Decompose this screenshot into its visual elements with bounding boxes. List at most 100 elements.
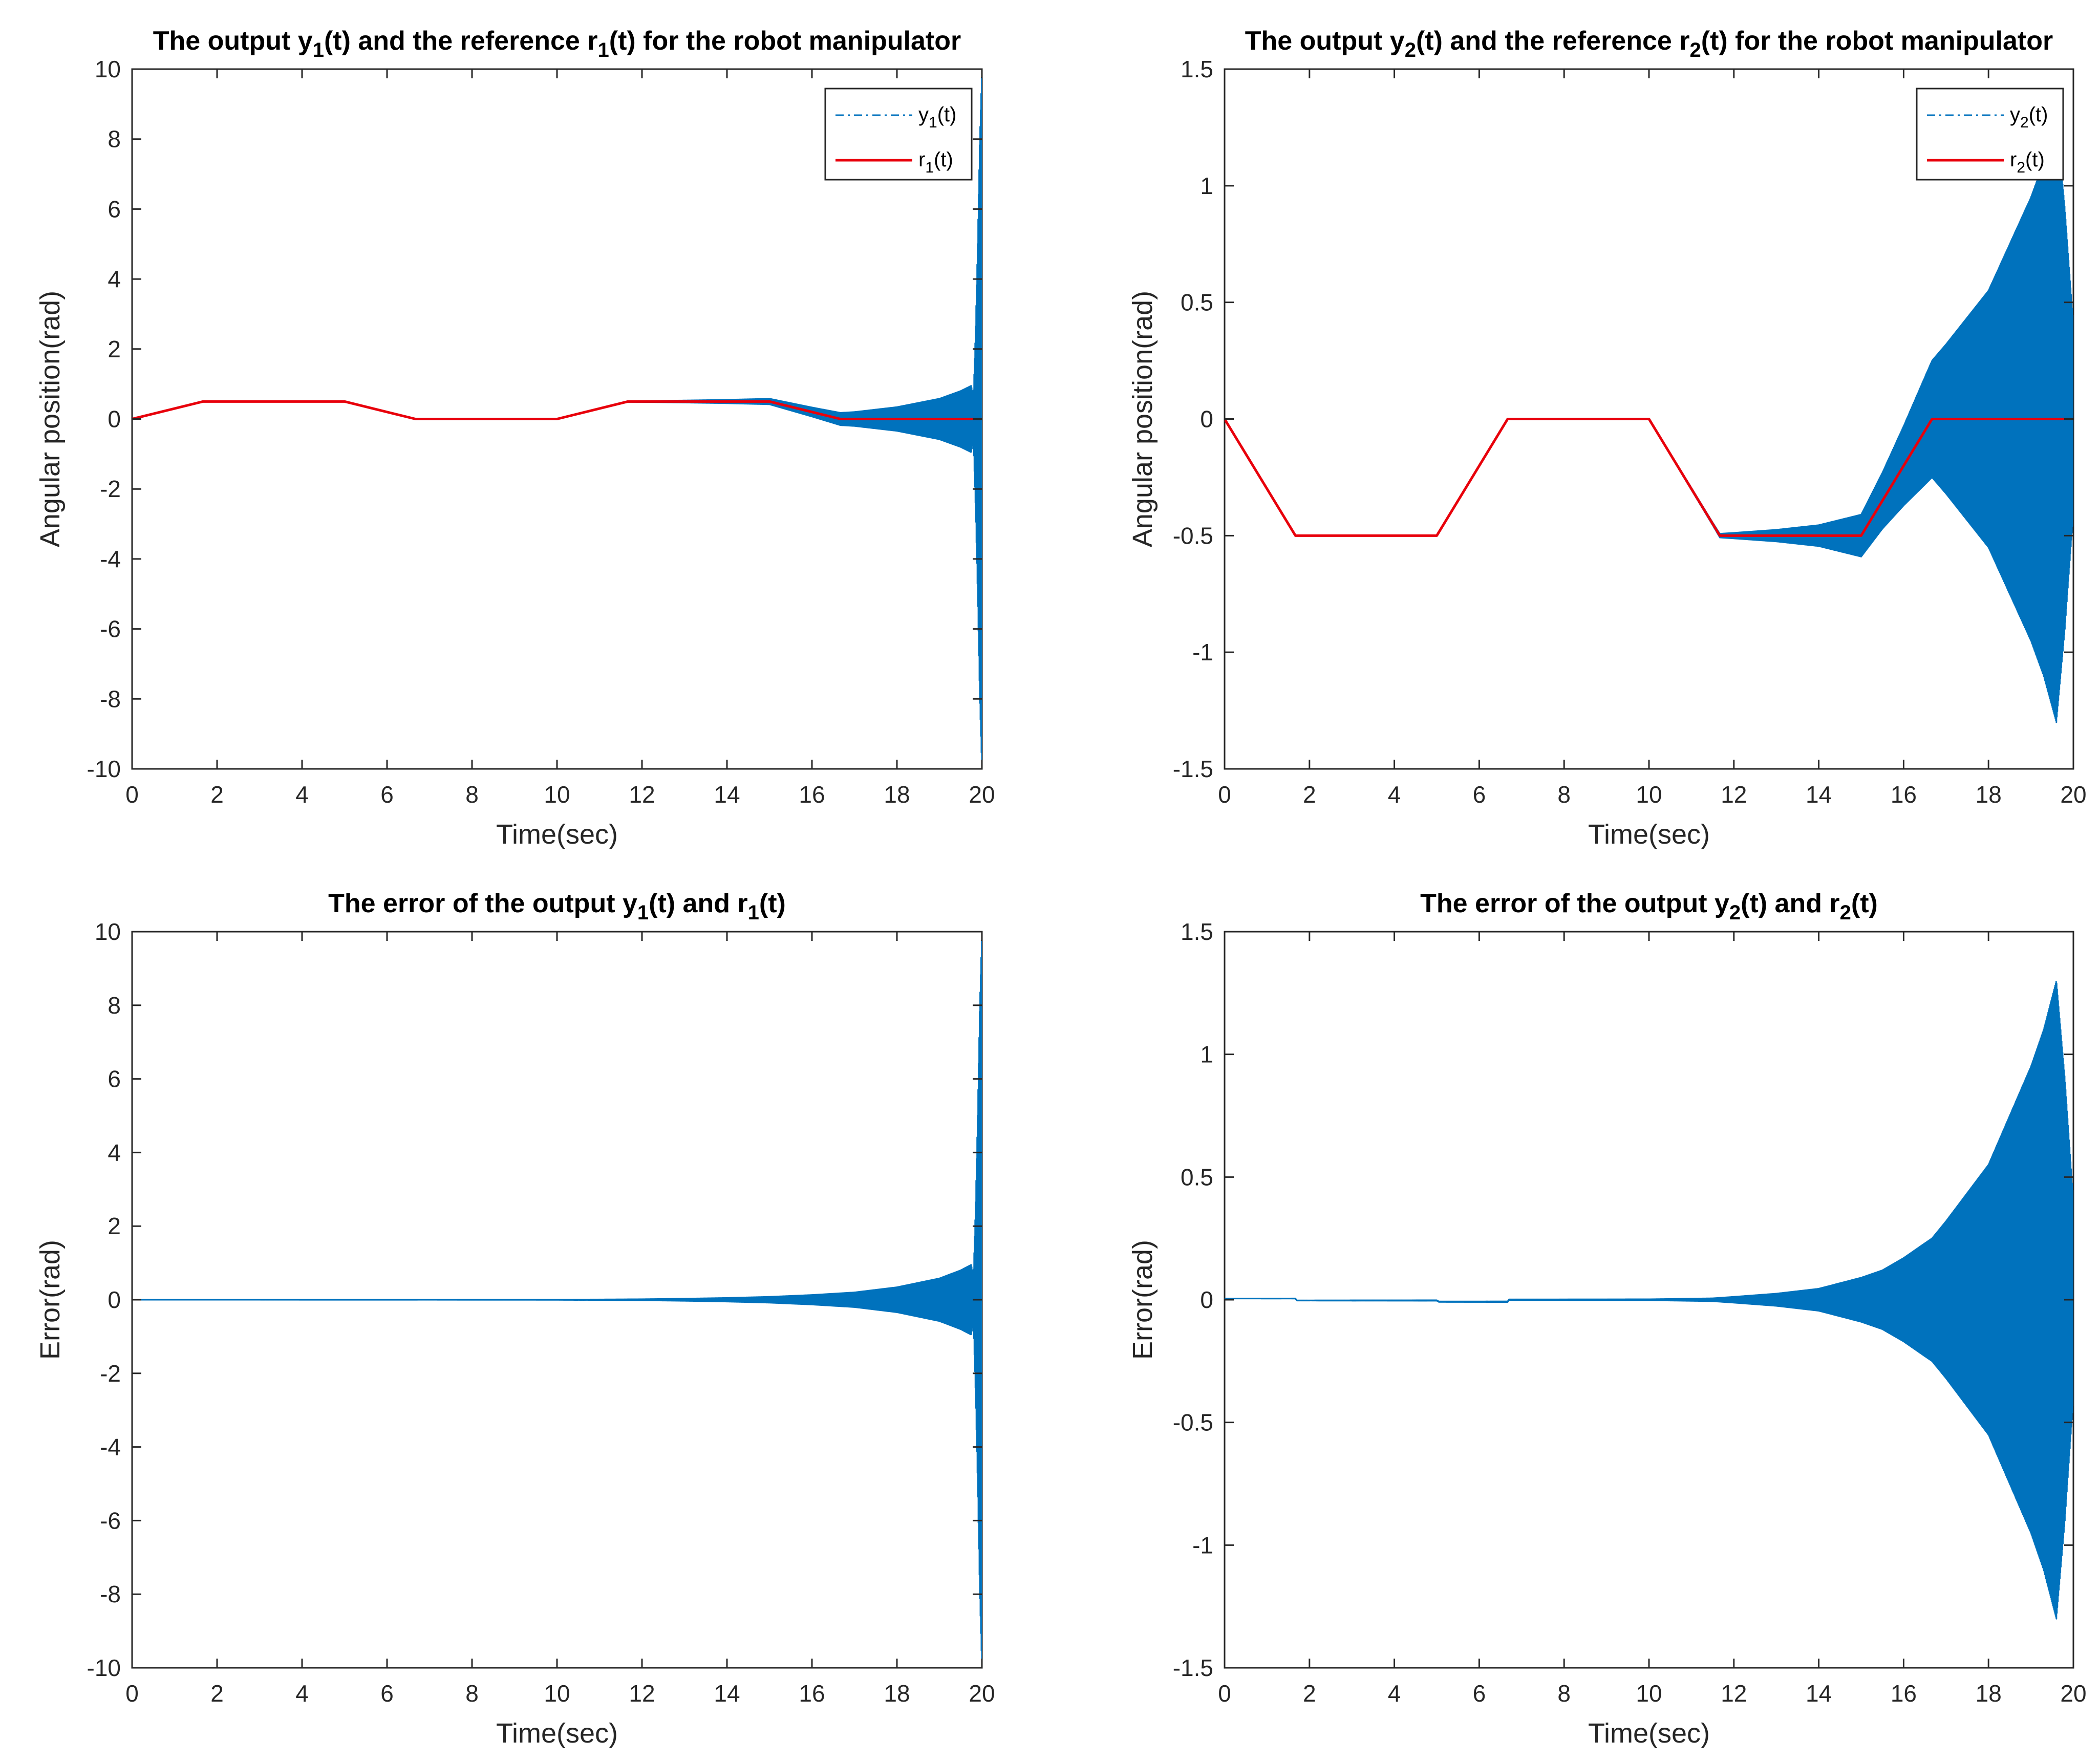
title-part: (t) and the reference r (1416, 26, 1690, 56)
y-tick-label: -0.5 (1173, 522, 1213, 549)
y-tick-label: -4 (100, 546, 121, 572)
x-tick-label: 0 (125, 781, 139, 808)
y-axis-label: Error(rad) (35, 1240, 66, 1360)
y-tick-label: 0.5 (1181, 1164, 1213, 1190)
x-tick-label: 4 (1388, 1680, 1401, 1707)
x-tick-label: 14 (1806, 781, 1832, 808)
title-part: The error of the output y (328, 889, 637, 918)
legend-label-reference: r1(t) (918, 148, 953, 176)
y-tick-label: 2 (108, 1213, 121, 1239)
legend-subscript: 1 (929, 114, 937, 131)
title-part: The error of the output y (1420, 889, 1729, 918)
y-tick-label: 0 (1200, 406, 1213, 433)
x-tick-label: 4 (295, 1680, 309, 1707)
y-tick-label: 8 (108, 126, 121, 153)
title-subscript: 2 (1405, 39, 1416, 61)
x-tick-label: 2 (210, 781, 224, 808)
x-axis-label: Time(sec) (1588, 819, 1710, 850)
x-tick-label: 2 (210, 1680, 224, 1707)
title-part: (t) (759, 889, 786, 918)
y-axis-label: Error(rad) (1127, 1240, 1158, 1360)
title-part: (t) for the robot manipulator (1701, 26, 2053, 56)
y-tick-label: -4 (100, 1434, 121, 1460)
x-tick-label: 12 (1721, 1680, 1747, 1707)
chart-2: 0 2 4 6 8 10 12 14 16 18 20 -1.5 -1 -0.5 0 0.5 1 1.5 Time(… (1127, 26, 2087, 850)
legend-text-part: y (2010, 103, 2020, 126)
title-part: The output y (1245, 26, 1405, 56)
x-tick-label: 2 (1303, 781, 1316, 808)
x-tick-label: 2 (1303, 1680, 1316, 1707)
y-tick-label: 10 (95, 918, 121, 945)
x-tick-label: 14 (1806, 1680, 1832, 1707)
x-tick-label: 20 (2060, 1680, 2086, 1707)
x-tick-label: 0 (125, 1680, 139, 1707)
x-tick-label: 4 (295, 781, 309, 808)
legend-subscript: 1 (925, 159, 934, 176)
legend-text-part: (t) (934, 148, 953, 171)
chart-title: The error of the output y2(t) and r2(t) (1420, 889, 1878, 924)
y-tick-label: 8 (108, 992, 121, 1019)
y-tick-label: 0 (1200, 1286, 1213, 1313)
x-tick-label: 12 (1721, 781, 1747, 808)
y-tick-label: 4 (108, 266, 121, 292)
title-subscript: 2 (1729, 901, 1741, 924)
x-tick-label: 10 (1636, 1680, 1662, 1707)
y-tick-label: -8 (100, 1581, 121, 1607)
x-tick-label: 16 (1891, 781, 1917, 808)
x-tick-label: 10 (544, 781, 570, 808)
x-axis-label: Time(sec) (1588, 1718, 1710, 1749)
y-tick-label: 0.5 (1181, 289, 1213, 316)
x-tick-label: 4 (1388, 781, 1401, 808)
y-tick-label: -8 (100, 685, 121, 712)
y-tick-label: -1.5 (1173, 1654, 1213, 1681)
plot-content (1225, 981, 2073, 1620)
y-axis-label: Angular position(rad) (35, 291, 66, 547)
plot-content (132, 939, 982, 1668)
legend: y2(t)r2(t) (1916, 88, 2064, 181)
y-tick-label: 1 (1200, 173, 1213, 199)
x-tick-label: 18 (1976, 1680, 2002, 1707)
x-tick-label: 12 (629, 1680, 655, 1707)
y-tick-label: -2 (100, 476, 121, 502)
chart-title: The error of the output y1(t) and r1(t) (328, 889, 786, 924)
y-tick-label: -1 (1192, 1532, 1213, 1558)
chart-title: The output y2(t) and the reference r2(t)… (1245, 26, 2053, 61)
legend-text-part: (t) (937, 103, 957, 126)
x-tick-label: 6 (380, 781, 394, 808)
legend-box (824, 88, 973, 181)
legend-label-reference: r2(t) (2010, 148, 2045, 176)
x-tick-label: 8 (1557, 1680, 1571, 1707)
y-tick-label: -6 (100, 1507, 121, 1534)
x-tick-label: 10 (1636, 781, 1662, 808)
chart-4: 0 2 4 6 8 10 12 14 16 18 20 -1.5 -1 -0.5 0 0.5 1 1.5 Time(… (1127, 889, 2087, 1749)
legend-text-part: (t) (2029, 103, 2048, 126)
title-part: The output y (153, 26, 313, 56)
x-tick-label: 18 (884, 1680, 910, 1707)
x-tick-label: 20 (969, 1680, 995, 1707)
y-tick-label: 1.5 (1181, 918, 1213, 945)
y-tick-label: 2 (108, 336, 121, 362)
plot-content (1225, 116, 2073, 723)
x-tick-label: 16 (1891, 1680, 1917, 1707)
x-axis-label: Time(sec) (496, 819, 618, 850)
x-tick-label: 8 (465, 781, 479, 808)
legend: y1(t) r1(t) (824, 88, 973, 181)
y-tick-label: 0 (108, 1286, 121, 1313)
title-subscript: 1 (598, 39, 609, 61)
y-tick-label: -1.5 (1173, 756, 1213, 782)
legend-box (1916, 88, 2064, 181)
series-e2t (1225, 981, 2073, 1620)
title-subscript: 1 (748, 901, 759, 924)
x-tick-label: 20 (2060, 781, 2086, 808)
title-subscript: 1 (637, 901, 649, 924)
series-e1t (132, 939, 982, 1668)
chart-3: 0 2 4 6 8 10 12 14 16 18 20 -10 -8 -6 -4 -2 0 2 4 6 8 10 Time(… (35, 889, 995, 1749)
title-part: (t) and r (1741, 889, 1840, 918)
y-tick-label: -6 (100, 616, 121, 642)
x-tick-label: 12 (629, 781, 655, 808)
chart-title: The output y1(t) and the reference r1(t)… (153, 26, 961, 61)
legend-text-part: r (2010, 148, 2017, 171)
legend-label-output: y1(t) (918, 103, 956, 131)
title-part: (t) (1851, 889, 1878, 918)
